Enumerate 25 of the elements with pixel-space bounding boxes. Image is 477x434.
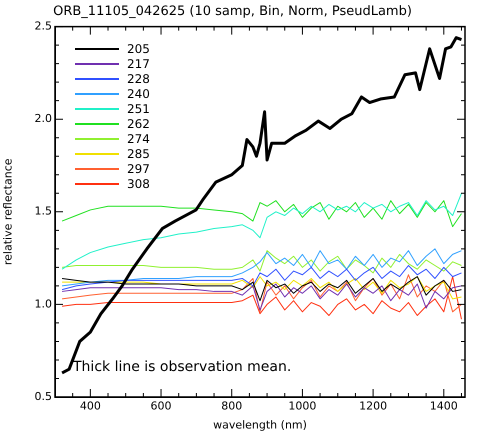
legend-label: 274 xyxy=(127,132,150,147)
y-tick-label: 1.5 xyxy=(34,204,52,218)
legend-label: 285 xyxy=(127,146,150,162)
legend-label: 217 xyxy=(127,56,150,72)
y-tick-label: 2.5 xyxy=(34,19,52,32)
x-tick-label: 1000 xyxy=(288,399,316,412)
legend-label: 262 xyxy=(127,116,150,132)
x-tick-label: 800 xyxy=(221,399,242,412)
legend-label: 228 xyxy=(127,72,150,87)
annotation: Thick line is observation mean. xyxy=(72,359,292,375)
legend-label: 308 xyxy=(127,176,150,192)
x-axis-title: wavelength (nm) xyxy=(213,418,307,432)
x-tick-label: 600 xyxy=(150,399,172,412)
y-axis-title: relative reflectance xyxy=(1,158,14,266)
legend-label: 251 xyxy=(127,102,150,117)
y-tick-label: 2.0 xyxy=(34,112,52,126)
x-tick-label: 1200 xyxy=(359,399,388,412)
y-tick-label: 1.0 xyxy=(34,297,52,310)
y-tick-label: 0.5 xyxy=(34,390,52,403)
x-tick-label: 400 xyxy=(80,399,101,412)
x-tick-label: 1400 xyxy=(430,399,458,412)
chart-title: ORB_11105_042625 (10 samp, Bin, Norm, PseudLamb) xyxy=(53,4,412,20)
legend-label: 297 xyxy=(127,162,150,177)
legend-label: 205 xyxy=(127,42,150,57)
legend-label: 240 xyxy=(127,86,150,102)
